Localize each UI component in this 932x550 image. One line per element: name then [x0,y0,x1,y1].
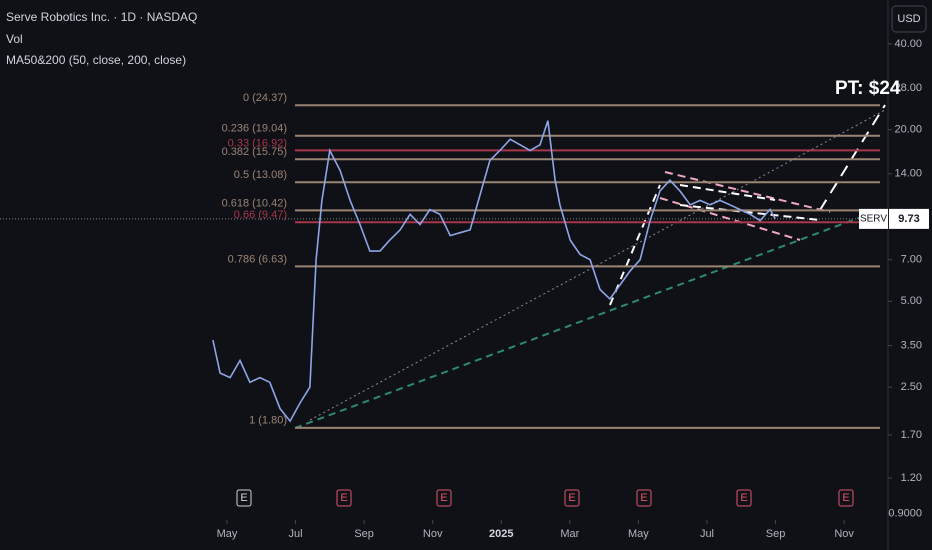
y-tick-label: 1.20 [901,472,922,484]
y-tick-label: 3.50 [901,339,922,351]
symbol-title: Serve Robotics Inc. · 1D · NASDAQ [6,10,197,24]
earnings-label: E [240,492,247,504]
x-tick-label: Sep [354,528,374,540]
last-price-box [889,208,929,229]
earnings-marker [564,489,580,507]
volume-label: Vol [6,32,23,46]
currency-button[interactable] [891,5,927,33]
y-tick-label: 14.00 [894,168,922,180]
earnings-label: E [440,492,447,504]
y-tick-label: 28.00 [894,82,922,94]
y-tick-label: 1.70 [901,429,922,441]
dotted-trendline [309,109,886,421]
x-tick-label: Jul [700,528,714,540]
fib-label: 0.5 (13.08) [234,169,287,181]
indicator-label: MA50&200 (50, close, 200, close) [6,53,186,67]
drawings [294,104,886,429]
x-tick-label: Mar [560,528,579,540]
fib-label: 0.236 (19.04) [222,123,287,135]
y-tick-label: 2.50 [901,381,922,393]
earnings-marker [736,489,752,507]
y-tick-label: 5.00 [901,295,922,307]
flag-bottom [679,204,821,221]
x-tick-label: Sep [766,528,786,540]
earnings-marker [636,489,652,507]
fib-label: 0.66 (9.47) [234,209,287,221]
y-tick-label: 20.00 [894,124,922,136]
x-tick-label: Nov [834,528,854,540]
earnings-label: E [568,492,575,504]
fib-label: 1 (1.80) [249,415,287,427]
channel-bottom [659,197,801,241]
earnings-label: E [842,492,849,504]
x-tick-label: May [628,528,649,540]
last-price-value: 9.73 [898,213,919,225]
earnings-marker [838,489,854,507]
y-tick-label: 40.00 [894,38,922,50]
flag-top [679,184,776,201]
x-tick-label: Jul [289,528,303,540]
fib-label: 0 (24.37) [243,92,287,104]
fib-label: 0.382 (15.75) [222,146,287,158]
channel-top [664,171,831,213]
impulse-line [609,184,661,306]
projection-line [819,104,886,211]
support-trendline [294,209,881,429]
earnings-marker [236,489,252,507]
last-price-tag [859,208,888,229]
y-tick-label: 7.00 [901,254,922,266]
earnings-marker [436,489,452,507]
currency-label[interactable]: USD [897,13,920,25]
earnings-label: E [740,492,747,504]
earnings-marker [336,489,352,507]
x-tick-label: May [217,528,238,540]
earnings-label: E [640,492,647,504]
fib-label: 0.33 (16.92) [228,137,287,149]
y-tick-label: 0.9000 [888,508,922,520]
x-tick-label: Nov [423,528,443,540]
last-price-symbol: SERV [860,214,887,225]
fib-label: 0.786 (6.63) [228,253,287,265]
fib-label: 0.618 (10.42) [222,197,287,209]
price-target: PT: $24 [835,78,901,99]
price-line [212,120,776,423]
earnings-label: E [340,492,347,504]
x-tick-label: 2025 [489,528,513,540]
